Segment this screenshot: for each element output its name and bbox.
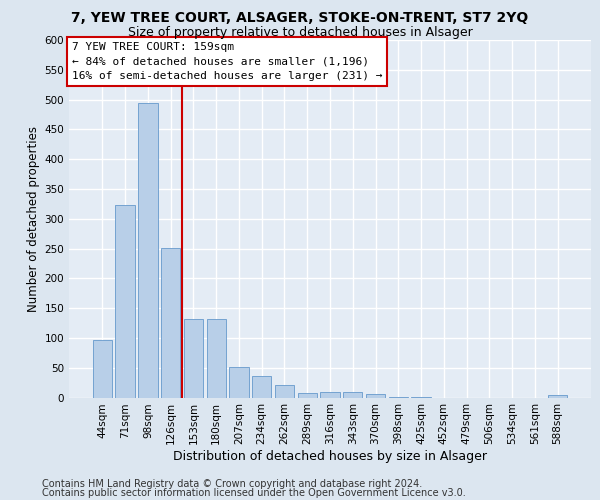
Bar: [206, 319, 226, 398]
Bar: [115, 205, 135, 398]
X-axis label: Distribution of detached houses by size in Alsager: Distribution of detached houses by size …: [173, 450, 487, 463]
Bar: [275, 385, 294, 398]
Text: Contains HM Land Registry data © Crown copyright and database right 2024.: Contains HM Land Registry data © Crown c…: [42, 479, 422, 489]
Bar: [161, 248, 181, 398]
Bar: [298, 392, 317, 398]
Text: Size of property relative to detached houses in Alsager: Size of property relative to detached ho…: [128, 26, 472, 39]
Bar: [93, 340, 112, 398]
Text: 7 YEW TREE COURT: 159sqm
← 84% of detached houses are smaller (1,196)
16% of sem: 7 YEW TREE COURT: 159sqm ← 84% of detach…: [71, 42, 382, 82]
Bar: [252, 376, 271, 398]
Y-axis label: Number of detached properties: Number of detached properties: [27, 126, 40, 312]
Bar: [548, 394, 567, 398]
Bar: [366, 394, 385, 398]
Bar: [343, 392, 362, 398]
Bar: [229, 366, 248, 398]
Bar: [184, 319, 203, 398]
Text: 7, YEW TREE COURT, ALSAGER, STOKE-ON-TRENT, ST7 2YQ: 7, YEW TREE COURT, ALSAGER, STOKE-ON-TRE…: [71, 11, 529, 25]
Bar: [389, 397, 408, 398]
Bar: [138, 102, 158, 398]
Bar: [412, 397, 431, 398]
Bar: [320, 392, 340, 398]
Text: Contains public sector information licensed under the Open Government Licence v3: Contains public sector information licen…: [42, 488, 466, 498]
